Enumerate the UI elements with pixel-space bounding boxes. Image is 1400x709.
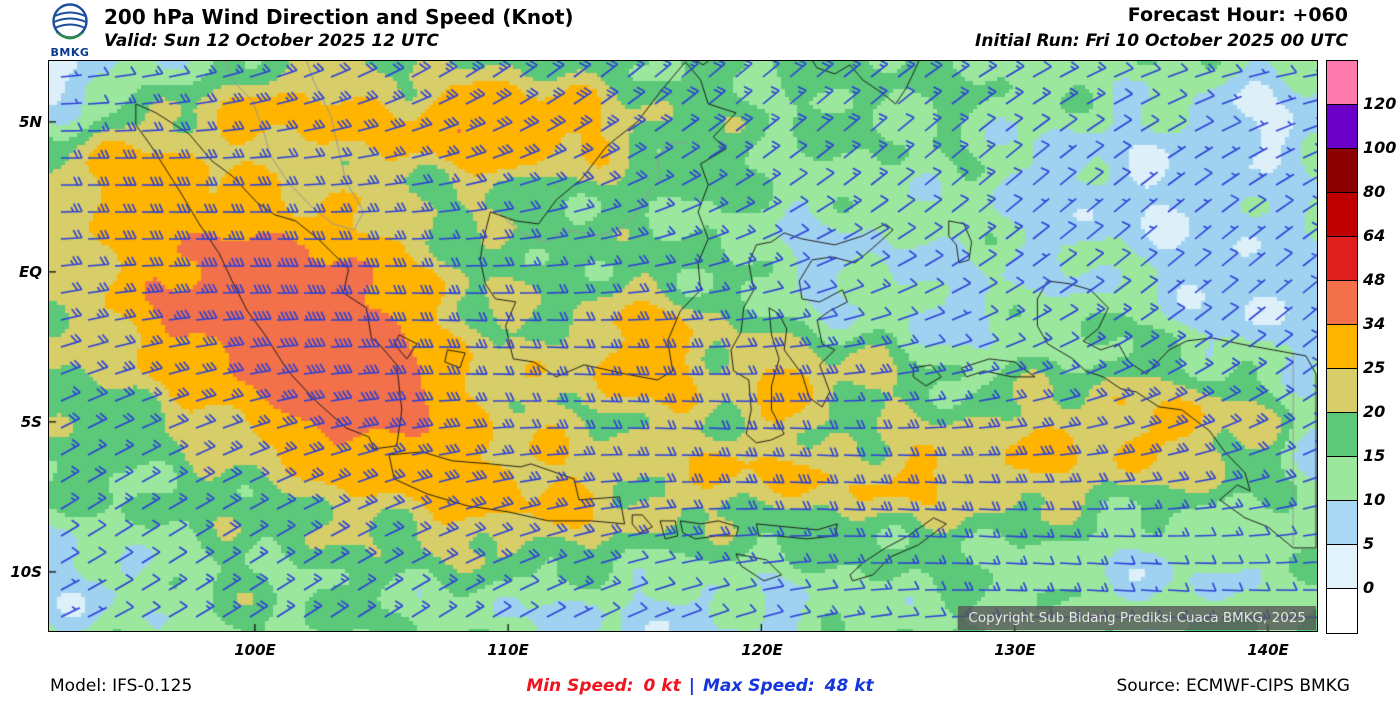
- colorbar-tick-label: 10: [1363, 490, 1386, 509]
- speed-separator: |: [688, 676, 695, 696]
- colorbar-segment: [1327, 61, 1357, 105]
- colorbar-tick-label: 64: [1363, 226, 1386, 245]
- colorbar-tick-label: 15: [1363, 446, 1386, 465]
- colorbar-segment: [1327, 589, 1357, 633]
- forecast-hour-label: Forecast Hour: +060: [1127, 4, 1348, 26]
- y-axis-label-eq: EQ: [19, 263, 42, 281]
- max-speed-value: 48 kt: [824, 676, 874, 696]
- model-label: Model: IFS-0.125: [50, 676, 193, 696]
- colorbar-tick-label: 80: [1363, 182, 1386, 201]
- colorbar-segment: [1327, 369, 1357, 413]
- map-area: Copyright Sub Bidang Prediksi Cuaca BMKG…: [48, 60, 1318, 632]
- speed-range-labels: Min Speed: 0 kt | Max Speed: 48 kt: [0, 676, 1400, 696]
- x-axis-label-120e: 120E: [741, 641, 783, 659]
- colorbar-tick-label: 5: [1363, 534, 1375, 553]
- bmkg-logo: BMKG: [44, 2, 96, 59]
- x-axis-label-130e: 130E: [994, 641, 1036, 659]
- x-axis-label-100e: 100E: [234, 641, 276, 659]
- colorbar-segment: [1327, 281, 1357, 325]
- initial-run-label: Initial Run: Fri 10 October 2025 00 UTC: [975, 31, 1348, 51]
- colorbar-segment: [1327, 325, 1357, 369]
- source-label: Source: ECMWF-CIPS BMKG: [1116, 676, 1350, 696]
- colorbar-segment: [1327, 193, 1357, 237]
- bmkg-logo-icon: [52, 3, 88, 40]
- colorbar-segment: [1327, 457, 1357, 501]
- y-axis-label-10s: 10S: [10, 563, 42, 581]
- colorbar-tick-label: 20: [1363, 402, 1386, 421]
- y-axis-label-5n: 5N: [19, 113, 42, 131]
- bmkg-logo-text: BMKG: [50, 46, 90, 59]
- colorbar-tick-label: 0: [1363, 578, 1375, 597]
- colorbar-segment: [1327, 545, 1357, 589]
- colorbar-tick-label: 48: [1363, 270, 1386, 289]
- colorbar: [1326, 60, 1358, 634]
- max-speed-label: Max Speed:: [702, 676, 815, 696]
- colorbar-tick-label: 34: [1363, 314, 1386, 333]
- x-axis-label-140e: 140E: [1247, 641, 1289, 659]
- colorbar-segment: [1327, 149, 1357, 193]
- colorbar-segment: [1327, 105, 1357, 149]
- y-axis-label-5s: 5S: [20, 413, 42, 431]
- colorbar-segment: [1327, 501, 1357, 545]
- copyright-overlay: Copyright Sub Bidang Prediksi Cuaca BMKG…: [958, 606, 1316, 630]
- min-speed-label: Min Speed:: [526, 676, 634, 696]
- colorbar-segment: [1327, 237, 1357, 281]
- x-axis-label-110e: 110E: [487, 641, 529, 659]
- min-speed-value: 0 kt: [643, 676, 681, 696]
- wind-map-canvas: [49, 61, 1317, 631]
- valid-time-label: Valid: Sun 12 October 2025 12 UTC: [104, 31, 439, 51]
- colorbar-tick-label: 25: [1363, 358, 1386, 377]
- colorbar-tick-label: 120: [1363, 94, 1397, 113]
- colorbar-segment: [1327, 413, 1357, 457]
- page-title: 200 hPa Wind Direction and Speed (Knot): [104, 5, 574, 29]
- colorbar-tick-label: 100: [1363, 138, 1397, 157]
